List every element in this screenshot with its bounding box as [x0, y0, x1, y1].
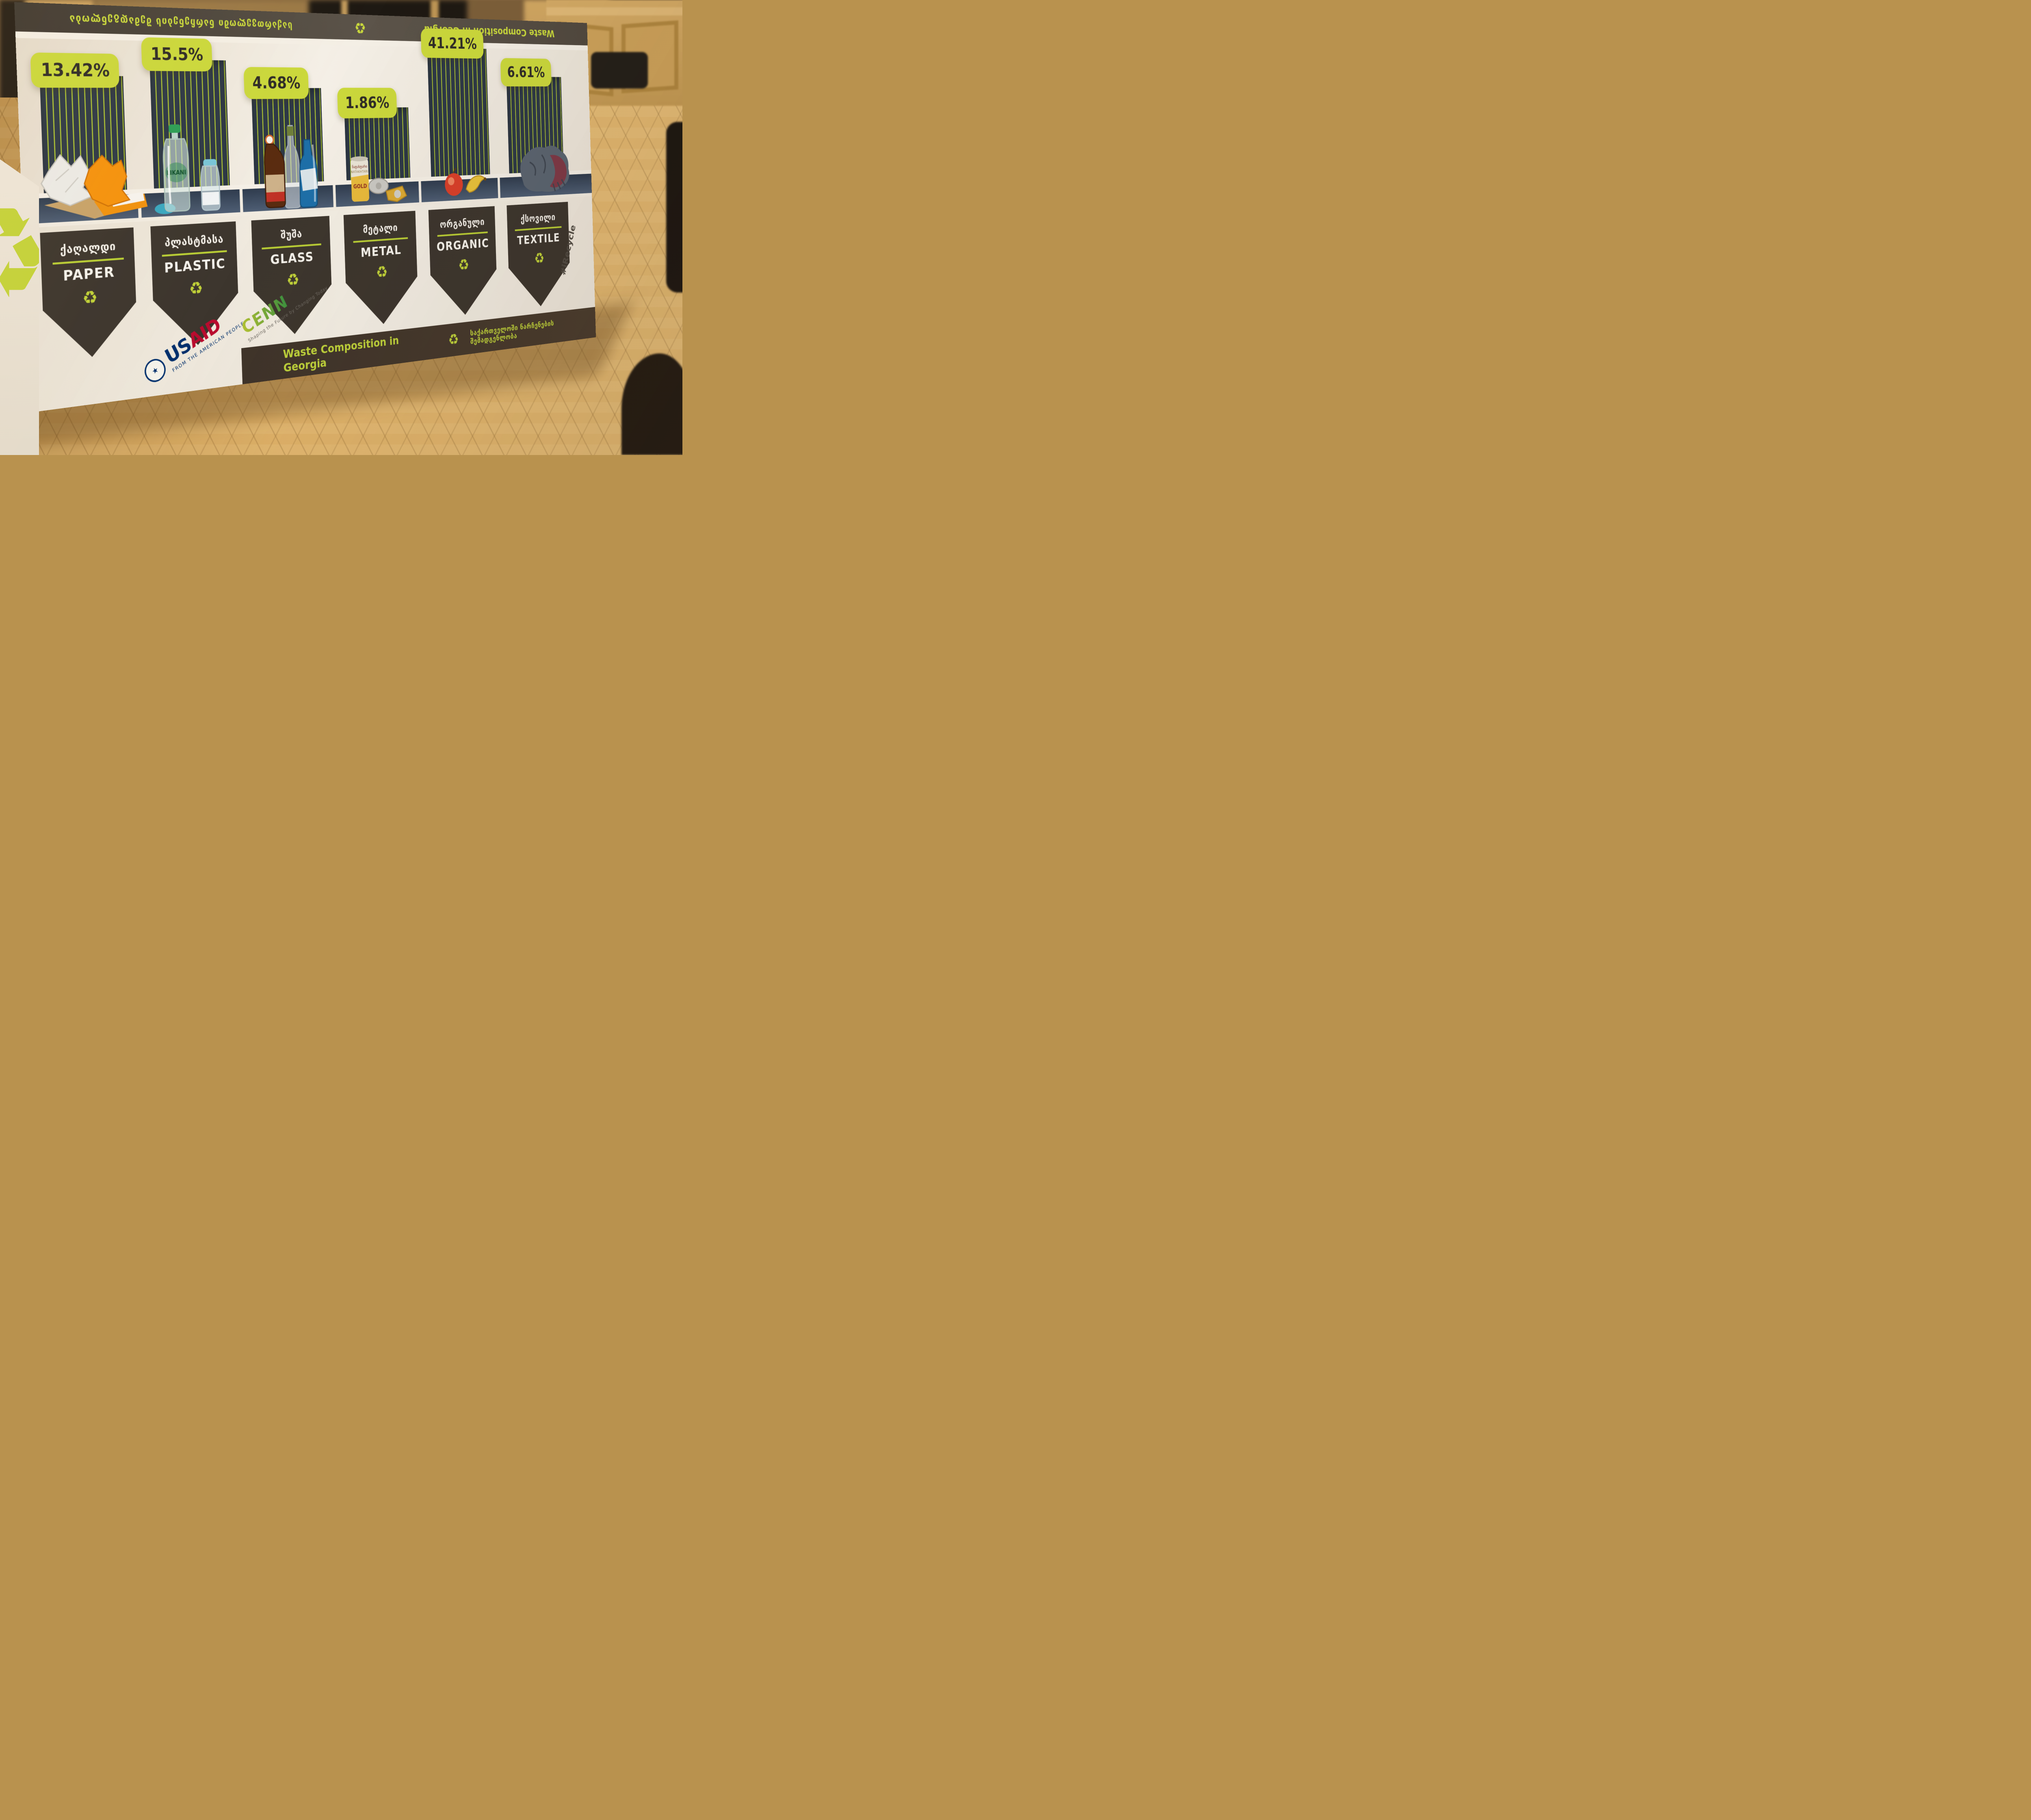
- category-banner-paper: ქაღალდი PAPER ♻: [40, 228, 138, 362]
- small-bottle-label: [202, 191, 219, 206]
- divider-line: [162, 250, 227, 257]
- category-name-georgian: ქსოვილი: [520, 211, 556, 225]
- small-plastic-bottle: [201, 166, 221, 211]
- divider-line: [437, 232, 488, 237]
- category-name-georgian: ორგანული: [440, 216, 485, 230]
- glass-waste-objects: [254, 123, 328, 212]
- category-name-georgian: ქაღალდი: [60, 239, 116, 257]
- iron-table-foot: [621, 353, 682, 455]
- chart-section-organic: 41.21%: [417, 28, 500, 177]
- can-brand-georgian: ნატახტარი: [352, 165, 367, 169]
- bar-organic: [427, 48, 490, 177]
- category-name-english: TEXTILE: [517, 231, 561, 248]
- metal-waste-objects: ნატახტარი NATAKHTARI GOLD: [350, 156, 409, 208]
- crumpled-white-paper: [40, 154, 93, 207]
- clear-bottle-foil: [286, 126, 294, 136]
- category-name-georgian: შუშა: [280, 228, 303, 241]
- beer-label-red: [266, 191, 285, 202]
- textile-waste-objects: [520, 145, 570, 197]
- recycle-icon: ♻: [458, 255, 470, 274]
- organic-waste-objects: [444, 162, 492, 197]
- banana-peel: [466, 176, 485, 193]
- stand-side-face: ♻: [0, 159, 39, 455]
- plastic-waste-objects: LIKANI: [154, 124, 238, 215]
- percent-label-paper: 13.42%: [30, 52, 120, 88]
- recycle-icon: ♻: [0, 191, 39, 317]
- category-name-georgian: პლასტმასა: [164, 232, 224, 249]
- dark-table: [591, 52, 648, 89]
- swing-top-cap: [266, 135, 273, 144]
- recycle-icon: ♻: [448, 330, 459, 349]
- divider-line: [53, 258, 124, 264]
- percent-label-glass: 4.68%: [243, 67, 309, 99]
- category-name-english: PAPER: [63, 264, 115, 284]
- category-name-english: GLASS: [270, 249, 314, 268]
- recycle-icon: ♻: [82, 286, 98, 309]
- category-name-english: ORGANIC: [436, 236, 489, 254]
- recycle-icon: ♻: [188, 277, 204, 299]
- apple-stem: [453, 168, 456, 173]
- pedestal-cap: [546, 7, 682, 15]
- percent-label-plastic: 15.5%: [141, 37, 212, 72]
- recycle-icon: ♻: [354, 18, 366, 37]
- green-bottle-cap: [168, 124, 181, 133]
- can-brand-latin: NATAKHTARI: [351, 170, 368, 174]
- divider-line: [353, 237, 408, 243]
- category-name-english: METAL: [360, 243, 402, 260]
- usaid-seal-icon: ★: [141, 354, 169, 386]
- divider-line: [262, 243, 321, 249]
- recycle-icon: ♻: [375, 262, 388, 282]
- crumpled-orange-paper: [83, 155, 130, 208]
- category-banner-textile: ქსოვილი TEXTILE ♻: [507, 202, 571, 310]
- category-name-georgian: მეტალი: [363, 221, 398, 236]
- iron-table-leg: [666, 122, 682, 292]
- bottle-brand-text: LIKANI: [167, 169, 186, 177]
- apple: [444, 173, 463, 197]
- top-band-georgian-text: საქართველოში ნარჩენების შემადგენლობა: [68, 12, 292, 31]
- can-variant-text: GOLD: [353, 183, 367, 190]
- category-name-english: PLASTIC: [164, 256, 226, 276]
- exhibit-photo: ♻ საქართველოში ნარჩენების შემადგენლობა ♻…: [0, 0, 682, 455]
- percent-label-metal: 1.86%: [337, 88, 397, 119]
- category-banner-organic: ორგანული ORGANIC ♻: [429, 206, 498, 318]
- category-banner-metal: მეტალი METAL ♻: [344, 211, 419, 328]
- divider-line: [515, 226, 562, 231]
- bottle-label: [165, 162, 188, 183]
- large-plastic-bottle: [162, 139, 190, 212]
- recycle-icon: ♻: [534, 249, 545, 267]
- paper-waste-objects: [31, 143, 148, 221]
- waste-composition-stand: საქართველოში ნარჩენების შემადგენლობა ♻ W…: [14, 2, 596, 413]
- percent-label-textile: 6.61%: [500, 58, 552, 87]
- percent-label-organic: 41.21%: [420, 28, 484, 59]
